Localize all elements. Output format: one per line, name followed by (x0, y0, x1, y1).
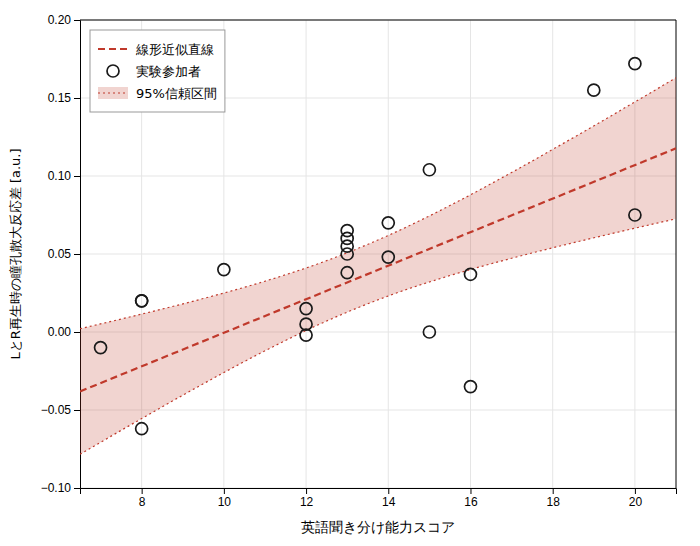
ci-upper-line (80, 78, 676, 329)
legend-symbol (98, 48, 128, 50)
scatter-point (341, 267, 353, 279)
y-tick: −0.10 (41, 481, 80, 495)
legend-label: 線形近似直線 (135, 42, 214, 57)
x-tick-label: 8 (139, 495, 146, 509)
plot-marks (80, 58, 676, 455)
x-tick-label: 10 (218, 495, 232, 509)
scatter-point (136, 295, 148, 307)
x-tick: 18 (547, 488, 561, 509)
x-tick: 20 (629, 488, 643, 509)
x-tick-label: 20 (629, 495, 643, 509)
legend-symbol (98, 92, 128, 93)
x-tick-label: 12 (300, 495, 314, 509)
frame-top (80, 20, 676, 21)
y-tick-label: 0.00 (48, 325, 72, 339)
y-tick-mark (74, 254, 80, 255)
x-tick: 10 (218, 488, 232, 509)
y-tick-label: −0.10 (41, 481, 72, 495)
scatter-point (423, 326, 435, 338)
y-tick-label: 0.10 (48, 169, 72, 183)
ci-lower-line (80, 219, 676, 454)
scatter-point (382, 217, 394, 229)
fit-line (80, 148, 676, 391)
y-tick: 0.10 (48, 169, 80, 183)
y-tick: 0.00 (48, 325, 80, 339)
scatter-point (136, 295, 148, 307)
scatter-point (300, 329, 312, 341)
y-axis-title: LとR再生時の瞳孔散大反応差 [a.u.] (8, 148, 23, 359)
y-tick-mark (74, 98, 80, 99)
x-tick-mark (306, 488, 307, 494)
scatter-point (464, 268, 476, 280)
chart: 8 10 12 14 16 18 20 −0.10 −0.05 0.00 0.05 0.10 0.15 0… (0, 0, 700, 546)
scatter-point (341, 248, 353, 260)
legend-label: 95%信頼区間 (136, 86, 217, 101)
grid-line-y (80, 410, 676, 411)
x-tick: 16 (464, 488, 478, 509)
x-tick: 14 (382, 488, 396, 509)
y-tick-mark (74, 20, 80, 21)
x-tick: 12 (300, 488, 314, 509)
y-tick: 0.15 (48, 91, 80, 105)
x-axis: 8 10 12 14 16 18 20 (81, 488, 677, 509)
scatter-point (382, 251, 394, 263)
y-tick-mark (74, 332, 80, 333)
scatter-point (218, 264, 230, 276)
scatter-point (629, 58, 641, 70)
x-tick-mark (224, 488, 225, 494)
x-axis-title: 英語聞き分け能力スコア (301, 519, 455, 535)
y-tick-mark (74, 410, 80, 411)
y-tick-label: −0.05 (41, 403, 72, 417)
x-tick-mark (470, 488, 471, 494)
y-tick-mark (74, 488, 80, 489)
x-tick-mark (553, 488, 554, 494)
y-tick-mark (74, 176, 80, 177)
scatter-point (629, 209, 641, 221)
scatter-point (588, 84, 600, 96)
x-tick-label: 18 (547, 495, 561, 509)
y-axis: −0.10 −0.05 0.00 0.05 0.10 0.15 0.20 (41, 13, 81, 495)
legend-symbol (107, 65, 119, 77)
x-axis-line (81, 489, 677, 495)
y-tick: 0.05 (48, 247, 80, 261)
x-tick-label: 14 (382, 495, 396, 509)
x-tick-mark (142, 488, 143, 494)
legend-box (90, 30, 225, 112)
legend-label: 実験参加者 (136, 64, 201, 79)
scatter-point (95, 342, 107, 354)
scatter-point (136, 423, 148, 435)
legend-item: 95%信頼区間 (98, 86, 217, 101)
legend-symbol-fill (98, 87, 128, 99)
x-tick-mark (635, 488, 636, 494)
x-tick-mark (388, 488, 389, 494)
y-axis-line (74, 21, 81, 489)
y-tick-label: 0.05 (48, 247, 72, 261)
scatter-point (464, 381, 476, 393)
legend-item: 線形近似直線 (98, 42, 214, 57)
grid (80, 20, 676, 488)
ci-band (80, 78, 676, 454)
grid-line-y (80, 20, 676, 21)
legend: 線形近似直線実験参加者 95%信頼区間 (90, 30, 225, 112)
y-tick: −0.05 (41, 403, 80, 417)
y-tick: 0.20 (48, 13, 80, 27)
scatter-point (423, 164, 435, 176)
y-tick-label: 0.15 (48, 91, 72, 105)
scatter-point (300, 303, 312, 315)
y-tick-label: 0.20 (48, 13, 72, 27)
x-tick: 8 (139, 488, 146, 509)
x-tick-label: 16 (464, 495, 478, 509)
legend-item: 実験参加者 (107, 64, 201, 79)
